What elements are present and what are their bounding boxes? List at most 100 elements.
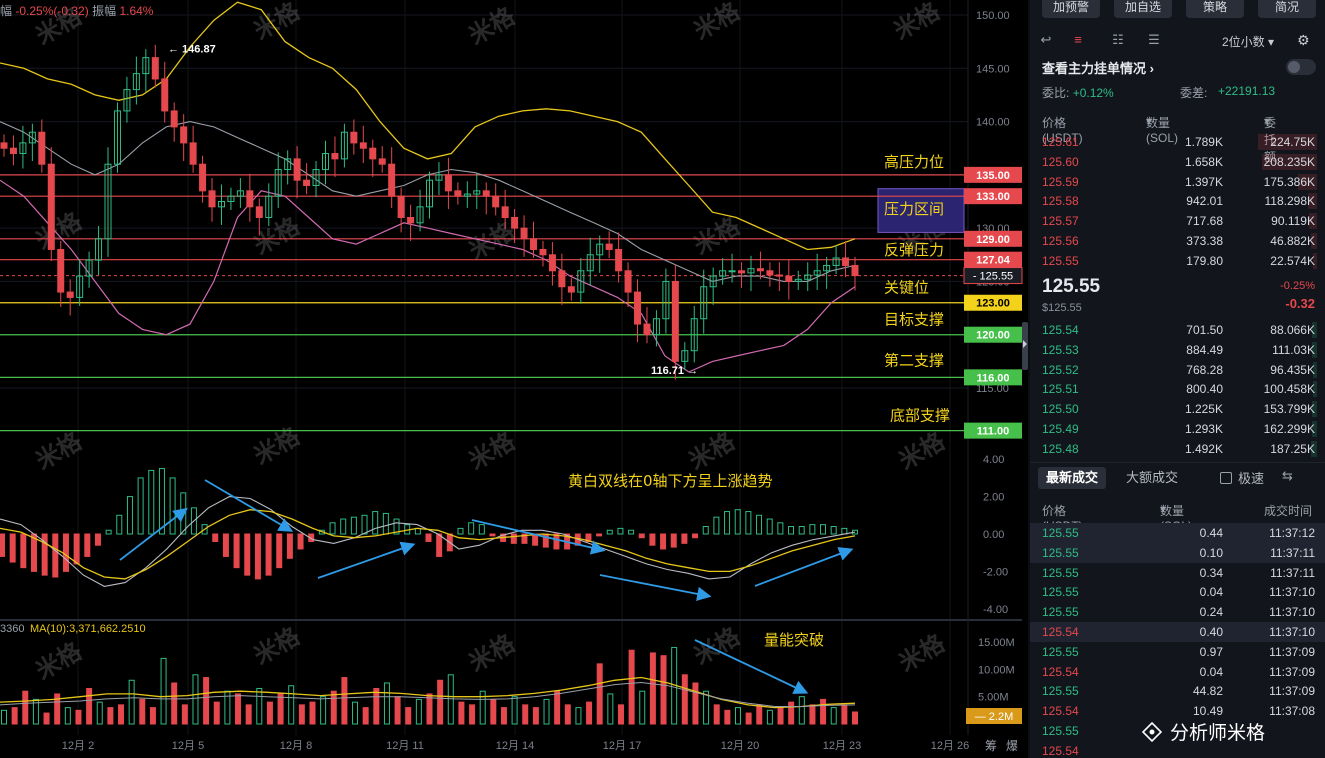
trade-time: 11:37:10 — [1269, 585, 1315, 600]
amplitude-label: 振幅 — [92, 4, 117, 18]
strategy-button[interactable]: 策略 — [1186, 0, 1244, 18]
main-orders-toggle[interactable] — [1286, 59, 1316, 75]
view-main-orders-link[interactable]: 查看主力挂单情况 › — [1042, 61, 1154, 76]
book-asks-icon[interactable]: ☰ — [1148, 32, 1160, 47]
macd-bar — [158, 468, 165, 535]
bid-row[interactable]: 125.48 1.492K 187.25K — [1030, 439, 1325, 459]
volume-bar — [777, 707, 784, 725]
volume-pane: 3360 MA(10):3,371,662.2510 15.00M 10.00M 5.0… — [0, 623, 1022, 725]
add-watchlist-button[interactable]: 加自选 — [1114, 0, 1172, 18]
ask-qty: 373.38 — [1186, 234, 1223, 248]
candle-body — [388, 163, 396, 197]
macd-bar — [137, 477, 144, 535]
volume-bar — [107, 707, 114, 725]
watermark-text: 米格 — [894, 628, 950, 677]
depth-bar — [1312, 421, 1317, 437]
watermark-text: 米格 — [464, 1, 520, 50]
book-bids-icon[interactable]: ☷ — [1112, 32, 1124, 47]
ask-price: 125.59 — [1042, 174, 1079, 189]
ask-price: 125.61 — [1042, 135, 1079, 149]
candle-body — [520, 227, 528, 240]
macd-bar — [148, 469, 155, 535]
panel-collapse-handle[interactable] — [1022, 322, 1028, 370]
candle-body — [492, 195, 500, 208]
watermark-text: 米格 — [689, 621, 745, 670]
volume-bar — [554, 690, 561, 725]
ob-header-qty[interactable]: 数量 (SOL) ▾ — [1146, 114, 1179, 145]
candle-body — [652, 318, 660, 336]
ask-row[interactable]: 125.57 717.68 90.119K — [1030, 211, 1325, 231]
x-tick-label: 12月 17 — [603, 740, 642, 752]
watermark-text: 米格 — [894, 426, 950, 475]
trade-time: 11:37:12 — [1269, 526, 1315, 540]
ask-row[interactable]: 125.61 1.789K 224.75K — [1030, 132, 1325, 152]
ask-row[interactable]: 125.55 179.80 22.574K — [1030, 251, 1325, 271]
volume-bar — [203, 677, 210, 725]
trade-time: 11:37:09 — [1269, 644, 1315, 659]
depth-bar — [1312, 341, 1317, 358]
ask-price: 125.56 — [1042, 234, 1079, 248]
macd-bar — [297, 533, 304, 550]
ask-row[interactable]: 125.60 1.658K 208.235K — [1030, 152, 1325, 172]
tab-large-trades[interactable]: 大额成交 — [1126, 470, 1179, 485]
macd-bar — [766, 518, 773, 535]
gear-icon[interactable]: ⚙ — [1297, 32, 1310, 48]
tab-latest-trades[interactable]: 最新成交 — [1038, 467, 1107, 489]
trade-qty: 44.82 — [1192, 684, 1223, 699]
ask-qty: 1.658K — [1184, 154, 1223, 169]
macd-bar — [617, 527, 624, 535]
macd-bar — [702, 526, 709, 535]
ask-row[interactable]: 125.59 1.397K 175.386K — [1030, 172, 1325, 192]
volume-tick-label: 15.00M — [978, 637, 1015, 649]
depth-bar — [1298, 173, 1317, 190]
candle-body — [369, 147, 377, 160]
add-alert-button[interactable]: 加预警 — [1042, 0, 1100, 18]
candle-body — [615, 248, 623, 272]
candle-body — [312, 169, 320, 187]
bid-row[interactable]: 125.50 1.225K 153.799K — [1030, 399, 1325, 419]
level-tag-bg — [964, 230, 1022, 247]
watermark-text: 米格 — [464, 426, 520, 475]
candle-body — [738, 270, 746, 274]
volume-bar — [649, 652, 656, 725]
bid-row[interactable]: 125.49 1.293K 162.299K — [1030, 419, 1325, 439]
volume-bar — [128, 679, 135, 725]
depth-bar — [1313, 361, 1317, 378]
ask-row[interactable]: 125.58 942.01 118.298K — [1030, 191, 1325, 211]
bid-qty: 1.492K — [1184, 441, 1223, 456]
tr-header-qty[interactable]: 数量(SOL) ▾ — [1160, 502, 1192, 533]
level-tag: 129.00 — [976, 234, 1010, 246]
ob-header-total[interactable]: 委托额 ▾ — [1264, 114, 1277, 164]
ask-price: 125.57 — [1042, 214, 1079, 229]
volume-bar — [766, 709, 773, 725]
trade-settings-icon[interactable]: ⇆ — [1282, 468, 1293, 483]
ratio-value: +0.12% — [1072, 86, 1114, 100]
ask-total: 90.119K — [1271, 214, 1315, 229]
book-both-icon[interactable]: ≡ — [1074, 32, 1082, 47]
volume-bar — [437, 679, 444, 725]
change-prefix: 幅 — [0, 4, 13, 18]
ask-row[interactable]: 125.56 373.38 46.882K — [1030, 231, 1325, 251]
volume-bar — [809, 704, 816, 725]
undo-icon[interactable]: ↩ — [1040, 32, 1052, 47]
bid-row[interactable]: 125.52 768.28 96.435K — [1030, 360, 1325, 380]
ask-total: 175.386K — [1263, 174, 1315, 189]
bid-row[interactable]: 125.51 800.40 100.458K — [1030, 379, 1325, 399]
volume-bar — [96, 701, 103, 725]
volume-bar — [734, 707, 741, 725]
macd-bar — [553, 533, 560, 550]
fast-mode-checkbox[interactable] — [1220, 472, 1232, 484]
bid-total: 111.03K — [1272, 342, 1315, 357]
chart-area[interactable]: 米格 米格 米格 米格 米格 米格 米格 米格 米格 米格 米格 米格 米格 米格 米格 米格 米格 米格 米格 米格… — [0, 0, 1028, 758]
overview-button[interactable]: 简况 — [1258, 0, 1316, 18]
precision-select[interactable]: 2位小数 ▾ — [1222, 35, 1275, 49]
bid-qty: 701.50 — [1186, 323, 1223, 337]
macd-bar — [254, 533, 261, 580]
volume-bar — [309, 701, 316, 725]
ask-qty: 717.68 — [1186, 214, 1223, 229]
volume-bar — [745, 712, 752, 725]
bid-row[interactable]: 125.53 884.49 111.03K — [1030, 340, 1325, 360]
candle-body — [57, 248, 65, 293]
bid-row[interactable]: 125.54 701.50 88.066K — [1030, 320, 1325, 340]
